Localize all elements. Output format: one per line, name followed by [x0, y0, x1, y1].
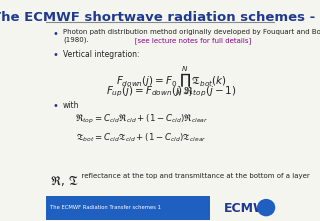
Text: ECMWF: ECMWF [224, 202, 276, 215]
Text: The ECMWF shortwave radiation schemes - 1: The ECMWF shortwave radiation schemes - … [0, 11, 320, 24]
Text: Photon path distribution method originally developed by Fouquart and Bonnel
(198: Photon path distribution method original… [63, 29, 320, 43]
Text: The ECMWF Radiation Transfer schemes 1: The ECMWF Radiation Transfer schemes 1 [51, 205, 162, 210]
FancyBboxPatch shape [46, 196, 210, 220]
Text: $\mathfrak{T}_{bot} = C_{cld}\mathfrak{T}_{cld} + (1 - C_{cld})\mathfrak{T}_{cle: $\mathfrak{T}_{bot} = C_{cld}\mathfrak{T… [76, 131, 207, 144]
Circle shape [257, 199, 275, 216]
Text: reflectance at the top and transmittance at the bottom of a layer: reflectance at the top and transmittance… [77, 173, 309, 179]
Text: $\mathfrak{R}_{top} = C_{cld}\mathfrak{R}_{cld} + (1 - C_{cld})\mathfrak{R}_{cle: $\mathfrak{R}_{top} = C_{cld}\mathfrak{R… [75, 113, 208, 126]
Text: with: with [63, 101, 79, 110]
Text: Vertical integration:: Vertical integration: [63, 50, 140, 59]
Text: •: • [53, 101, 59, 111]
Text: $F_{down}(j) = F_0 \prod_{k=j}^{N} \mathfrak{T}_{bot}(k)$: $F_{down}(j) = F_0 \prod_{k=j}^{N} \math… [116, 65, 227, 98]
Text: •: • [53, 29, 59, 39]
Text: [see lecture notes for full details]: [see lecture notes for full details] [128, 37, 251, 44]
Text: •: • [53, 50, 59, 61]
Text: $F_{up}(j) = F_{down}(j)\,\mathfrak{R}_{top}(j-1)$: $F_{up}(j) = F_{down}(j)\,\mathfrak{R}_{… [106, 84, 237, 99]
Text: $\mathfrak{R},\, \mathfrak{T}$: $\mathfrak{R},\, \mathfrak{T}$ [51, 174, 79, 188]
